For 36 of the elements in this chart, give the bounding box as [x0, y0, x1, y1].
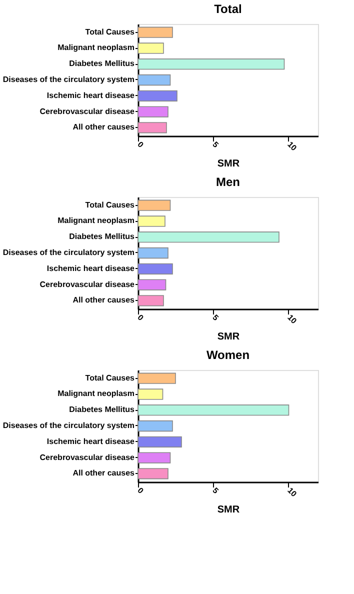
chart-title: Women — [206, 348, 250, 362]
y-tick-label: Malignant neoplasm — [58, 43, 134, 52]
x-tick-label: 10 — [286, 140, 299, 154]
x-tick-label: 10 — [286, 312, 299, 326]
y-tick-label: Ischemic heart disease — [46, 90, 136, 100]
x-axis-title: SMR — [217, 504, 240, 516]
y-tick-label: Diabetes Mellitus — [69, 232, 136, 242]
x-axis-title: SMR — [217, 158, 240, 170]
y-tick-label: Total Causes — [85, 200, 136, 210]
chart-title: Men — [216, 175, 240, 189]
y-tick-label: Diabetes Mellitus — [69, 405, 136, 414]
x-tick-label: 5 — [210, 486, 221, 496]
y-tick-label: All other causes — [72, 468, 136, 478]
y-tick-label: Diseases of the circulatory system — [2, 75, 134, 84]
y-tick-label: Malignant neoplasm — [58, 389, 134, 398]
x-tick-label: 10 — [286, 486, 299, 500]
y-tick-label: All other causes — [72, 296, 136, 305]
y-tick-label: Ischemic heart disease — [46, 436, 136, 446]
x-tick-label: 0 — [136, 140, 146, 150]
chart-title: Total — [214, 2, 242, 16]
y-tick-label: Total Causes — [85, 27, 136, 36]
x-tick-label: 5 — [210, 312, 221, 323]
y-tick-label: Diseases of the circulatory system — [2, 248, 134, 257]
x-tick-label: 0 — [136, 486, 146, 496]
y-tick-label: Cerebrovascular disease — [40, 106, 136, 116]
x-tick-label: 5 — [210, 140, 221, 150]
y-tick-label: Diabetes Mellitus — [69, 59, 136, 68]
y-tick-label: Malignant neoplasm — [58, 216, 134, 226]
y-tick-label: Total Causes — [85, 373, 136, 382]
y-tick-label: Ischemic heart disease — [46, 264, 136, 273]
y-tick-label: Diseases of the circulatory system — [2, 421, 134, 430]
y-tick-label: Cerebrovascular disease — [40, 452, 136, 462]
y-tick-label: Cerebrovascular disease — [40, 280, 136, 289]
y-tick-label: All other causes — [72, 122, 136, 132]
x-axis-title: SMR — [217, 332, 240, 343]
x-tick-label: 0 — [136, 312, 146, 323]
